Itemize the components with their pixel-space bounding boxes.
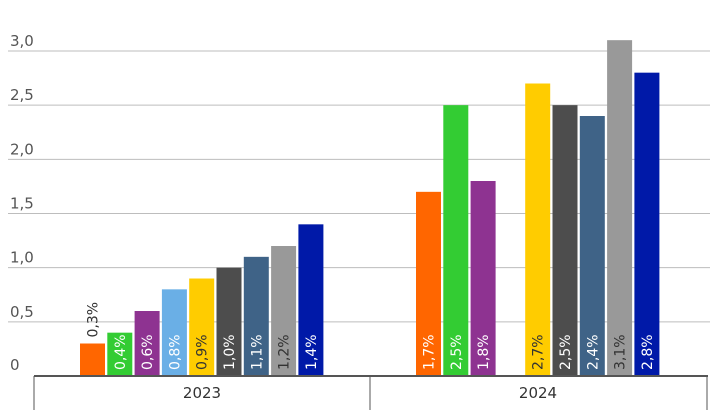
- data-label: 3,1%: [613, 334, 629, 370]
- bar-2023-5: [216, 267, 242, 376]
- data-label: 0,4%: [113, 334, 129, 370]
- bars: [80, 40, 660, 377]
- y-axis-tick-labels: 0 0,5 1,0 1,5 2,0 2,5 3,0: [10, 32, 34, 374]
- data-labels: 0,3% 0,4% 0,6% 0,8% 0,9% 1,0% 1,1% 1,2% 1,4% 1,7%…: [86, 302, 656, 370]
- bar-2024-2: [470, 181, 496, 376]
- bar-2024-6: [579, 116, 605, 376]
- x-category-label: 2023: [183, 384, 221, 402]
- data-label: 1,7%: [422, 334, 438, 370]
- y-tick-label: 2,0: [10, 140, 34, 158]
- data-label: 0,8%: [167, 334, 183, 370]
- y-tick-label: 2,5: [10, 86, 34, 104]
- y-tick-label: 0: [10, 356, 20, 374]
- bar-2024-7: [607, 40, 633, 377]
- data-label: 2,7%: [531, 334, 547, 370]
- bar-2023-7: [271, 246, 297, 376]
- y-tick-label: 1,5: [10, 195, 34, 213]
- data-label: 1,8%: [476, 334, 492, 370]
- x-category-label: 2024: [519, 384, 557, 402]
- data-label: 1,2%: [277, 334, 293, 370]
- data-label: 2,5%: [558, 334, 574, 370]
- y-tick-label: 0,5: [10, 303, 34, 321]
- data-label: 0,9%: [195, 334, 211, 370]
- data-label: 1,4%: [304, 334, 320, 370]
- bar-2024-0: [416, 191, 441, 376]
- bar-2024-8: [634, 72, 660, 377]
- y-tick-label: 3,0: [10, 32, 34, 50]
- bar-2023-3: [161, 289, 187, 376]
- data-label: 1,0%: [222, 334, 238, 370]
- bar-2023-6: [243, 256, 269, 376]
- bar-2023-2: [134, 311, 160, 376]
- bar-2024-4: [525, 83, 551, 376]
- bar-2023-0: [80, 343, 105, 376]
- bar-2023-4: [189, 278, 215, 376]
- data-label: 2,4%: [585, 334, 601, 370]
- data-label: 2,8%: [640, 334, 656, 370]
- bar-2024-5: [552, 105, 578, 377]
- data-label: 0,6%: [140, 334, 156, 370]
- x-axis: 2023 2024: [33, 375, 708, 410]
- data-label: 2,5%: [449, 334, 465, 370]
- bar-2024-1: [443, 105, 469, 377]
- y-tick-label: 1,0: [10, 249, 34, 267]
- data-label: 1,1%: [249, 334, 265, 370]
- bar-2023-8: [298, 224, 324, 376]
- data-label: 0,3%: [86, 302, 102, 338]
- bar-2023-1: [107, 332, 133, 376]
